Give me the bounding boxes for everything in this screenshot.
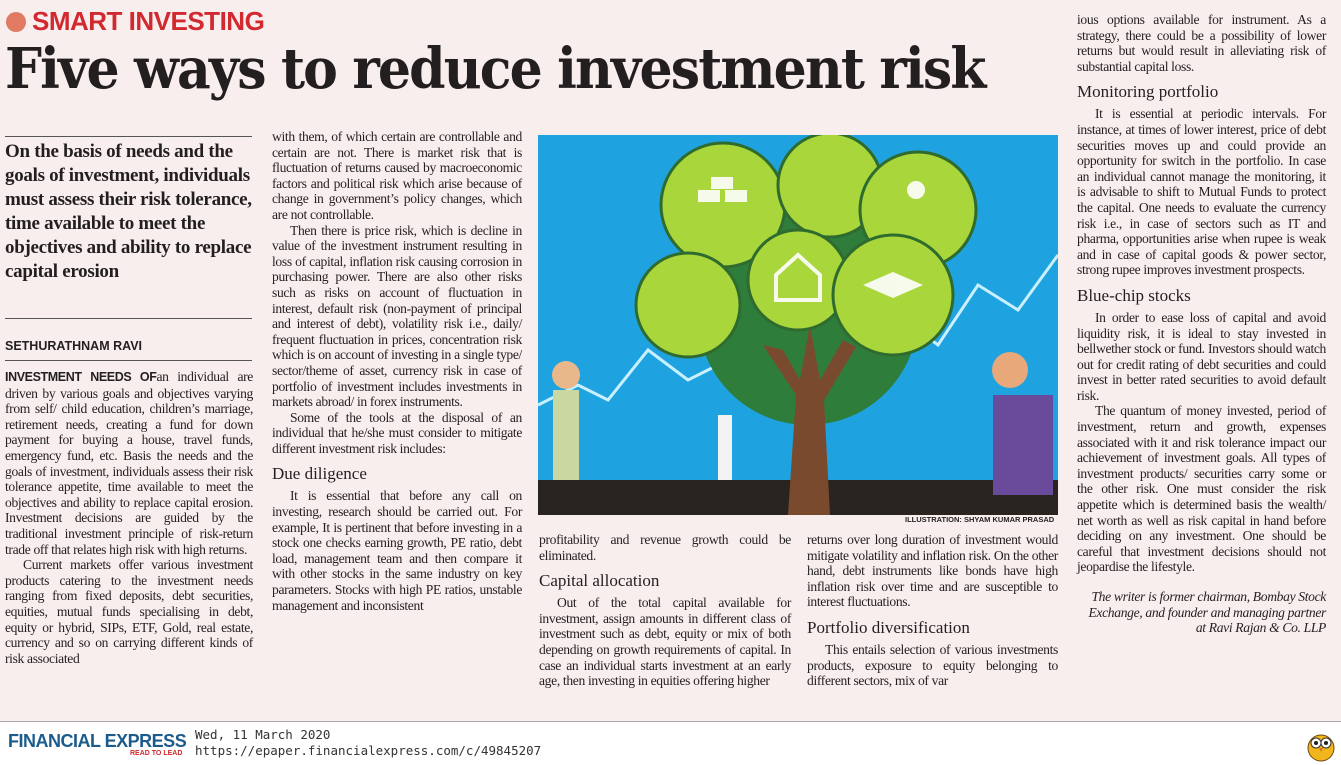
column-5: ious options available for instrument. A… (1077, 12, 1326, 636)
deck: On the basis of needs and the goals of i… (5, 136, 252, 284)
column-1: INVESTMENT NEEDS OFan individual are dri… (5, 369, 253, 666)
paragraph: with them, of which certain are control­… (272, 129, 522, 222)
illustration (538, 135, 1058, 515)
paragraph: It is essential that before any call on … (272, 488, 522, 613)
bullet-icon (6, 11, 26, 32)
newspaper-page: SMART INVESTING Five ways to reduce inve… (0, 0, 1341, 722)
paragraph-text: an individual are driven by various goal… (5, 369, 253, 557)
man-left-head (552, 361, 580, 389)
man-watering (718, 415, 732, 480)
section-kicker: SMART INVESTING (6, 6, 265, 37)
paragraph: profitability and revenue growth could b… (539, 532, 791, 563)
man-right (993, 395, 1053, 495)
subhead: Portfolio diversification (807, 617, 970, 637)
divider (5, 360, 252, 361)
byline: SETHURATHNAM RAVI (5, 339, 143, 353)
logo-tagline: READ TO LEAD (130, 750, 183, 757)
publication-date: Wed, 11 March 2020 (195, 727, 331, 742)
subhead: Capital allocation (539, 571, 660, 591)
paragraph: INVESTMENT NEEDS OFan individual are dri… (5, 369, 253, 557)
owl-icon[interactable] (1306, 728, 1336, 762)
paragraph: Some of the tools at the disposal of an … (272, 409, 522, 456)
tree-trunk (763, 325, 856, 515)
lead-in: INVESTMENT NEEDS OF (5, 370, 157, 384)
paragraph: returns over long duration of investment… (807, 532, 1058, 610)
paragraph: It is essential at periodic intervals. F… (1077, 106, 1326, 278)
paragraph: The quantum of money invested, period of… (1077, 403, 1326, 575)
house-icon (746, 228, 850, 332)
illustration-credit: ILLUSTRATION: SHYAM KUMAR PRASAD (905, 515, 1055, 524)
financial-express-logo[interactable]: FINANCIAL EXPRESS (8, 731, 187, 751)
footer: FINANCIAL EXPRESS READ TO LEAD Wed, 11 M… (0, 723, 1341, 765)
subhead: Monitoring portfolio (1077, 82, 1219, 102)
author-bio: The writer is former chairman, Bombay St… (1088, 589, 1326, 636)
paragraph: Current markets offer various invest­men… (5, 557, 253, 666)
subhead: Blue-chip stocks (1077, 285, 1191, 305)
rocking-chair-icon (634, 251, 742, 359)
paragraph: This entails selection of various invest… (807, 641, 1058, 689)
paragraph: Out of the total capital available for i… (539, 595, 791, 689)
paragraph: In order to ease loss of capital and avo… (1077, 309, 1326, 403)
column-4: returns over long duration of investment… (807, 532, 1058, 689)
man-left (553, 390, 579, 480)
kicker-label: SMART INVESTING (32, 6, 265, 36)
epaper-url[interactable]: https://epaper.financialexpress.com/c/49… (195, 743, 542, 758)
paragraph: Then there is price risk, which is decli… (272, 222, 522, 410)
headline: Five ways to reduce investment risk (5, 36, 986, 102)
subhead: Due diligence (272, 464, 367, 484)
column-3: profitability and revenue growth could b… (539, 532, 791, 689)
man-right-head (992, 352, 1028, 388)
column-2: with them, of which certain are control­… (272, 129, 522, 613)
divider (5, 318, 252, 319)
paragraph: ious options available for instrument. A… (1077, 12, 1326, 74)
